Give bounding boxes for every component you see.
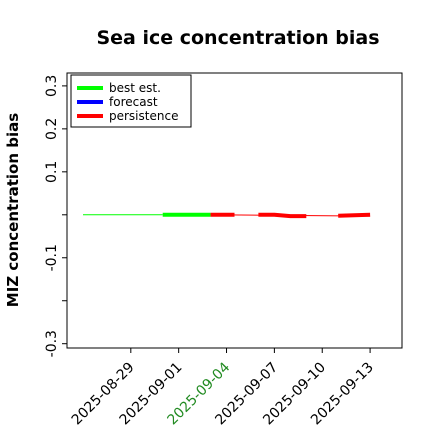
y-tick-label: 0.2 [44, 118, 60, 140]
y-tick-label: -0.3 [44, 330, 60, 357]
x-axis: 2025-08-292025-09-012025-09-042025-09-07… [69, 348, 377, 428]
y-tick-label: 0.1 [44, 161, 60, 183]
series-lines [83, 212, 371, 219]
legend-label: persistence [109, 109, 178, 123]
y-tick-label: -0.1 [44, 244, 60, 271]
chart-title: Sea ice concentration bias [96, 27, 379, 49]
series-line-persistence [258, 212, 307, 219]
y-axis: -0.3 -0.1 0.1 0.2 0.3 [44, 75, 67, 357]
y-tick-label: 0.3 [44, 75, 60, 97]
legend-label: best est. [109, 81, 161, 95]
legend-label: forecast [109, 95, 158, 109]
plot-frame [66, 72, 403, 349]
y-axis-label: MIZ concentration bias [4, 113, 22, 307]
series-line-persistence [338, 212, 371, 218]
